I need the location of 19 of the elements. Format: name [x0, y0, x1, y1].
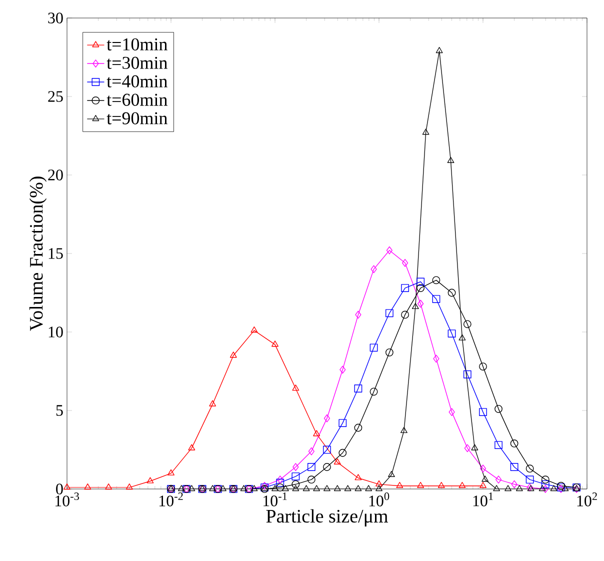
legend-label: t=40min: [106, 75, 168, 88]
x-axis-title: Particle size/μm: [266, 509, 388, 527]
y-tick-label: 20: [48, 170, 63, 180]
y-tick-label: 5: [56, 405, 63, 416]
legend-label: t=10min: [106, 38, 168, 50]
x-tick-label: 10$^{1}$: [473, 492, 493, 506]
legend-label: t=90min: [106, 112, 168, 124]
y-tick-label: 25: [48, 91, 63, 102]
y-tick-label: 0: [56, 484, 63, 494]
x-tick-label: 10$^{0}$: [369, 492, 390, 506]
y-tick-label: 10: [48, 326, 63, 338]
x-tick-label: 10$^{-1}$: [264, 492, 287, 506]
y-axis-title: Volume Fraction(%): [29, 176, 47, 331]
legend-label: t=30min: [106, 56, 168, 69]
y-tick-label: 15: [48, 248, 63, 259]
legend-label: t=60min: [106, 94, 168, 106]
y-tick-label: 30: [48, 12, 63, 24]
x-tick-label: 10$^{-2}$: [160, 492, 183, 506]
x-tick-label: 10$^{2}$: [577, 492, 597, 506]
